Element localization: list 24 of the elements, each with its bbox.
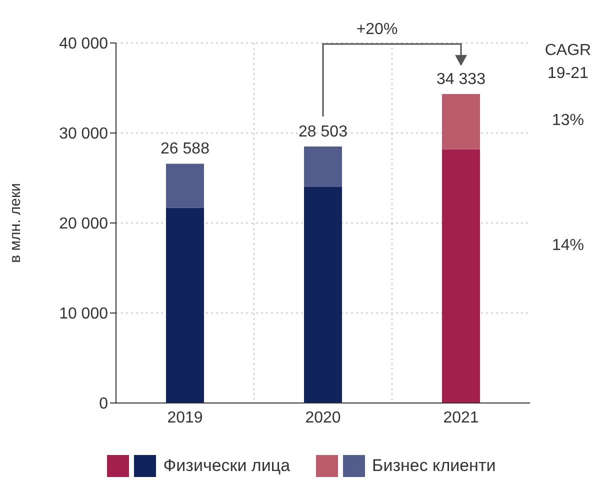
- x-tick-label: 2019: [167, 409, 203, 426]
- text: CAGR 19-21: [544, 42, 592, 82]
- bar: [442, 94, 480, 150]
- bar: [166, 164, 204, 208]
- total-label: 28 503: [298, 123, 348, 140]
- total-label: 26 588: [160, 140, 210, 158]
- text: 13%: [552, 112, 584, 129]
- bar: [304, 187, 342, 403]
- y-tick-label: 0: [99, 396, 108, 413]
- x-tick-label: 2020: [305, 409, 341, 426]
- bar: [166, 208, 204, 403]
- legend-label: Физически лица: [163, 456, 290, 476]
- y-tick-label: 30 000: [59, 126, 108, 143]
- x-tick-label: 2021: [443, 409, 479, 426]
- y-axis-title: в млн. леки: [7, 183, 24, 263]
- total-label: 34 333: [436, 71, 486, 88]
- text: +20%: [356, 21, 398, 38]
- bar: [442, 149, 480, 403]
- y-tick-label: 10 000: [59, 306, 108, 323]
- text: 14%: [552, 237, 584, 254]
- y-tick-label: 20 000: [59, 216, 108, 233]
- y-tick-label: 40 000: [59, 36, 108, 53]
- bar: [304, 146, 342, 187]
- legend-label: Бизнес клиенти: [372, 456, 496, 476]
